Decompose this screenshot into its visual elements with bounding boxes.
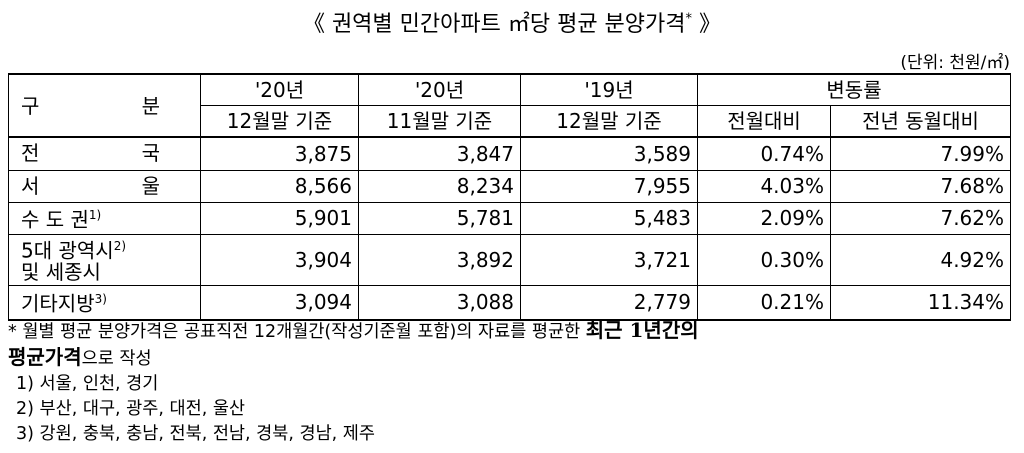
note-items: 1) 서울, 인천, 경기 2) 부산, 대구, 광주, 대전, 울산 3) 강원,… bbox=[8, 372, 1018, 447]
value-cell: 5,483 bbox=[520, 201, 698, 235]
label-text: 수 도 권 bbox=[21, 207, 89, 232]
value-cell: 7.99% bbox=[829, 136, 1012, 171]
value-cell: 3,589 bbox=[520, 136, 698, 171]
note-item: 1) 서울, 인천, 경기 bbox=[16, 374, 159, 394]
value-cell: 5,901 bbox=[200, 201, 359, 235]
data-row: 서 울 8,566 8,234 7,955 4.03% 7.68% bbox=[8, 169, 1012, 203]
value-cell: 3,847 bbox=[358, 136, 521, 171]
note-main: * 월별 평균 분양가격은 공표직전 12개월간(작성기준월 포함)의 자료를 … bbox=[8, 318, 1018, 372]
label-text: 및 세종시 bbox=[21, 259, 101, 284]
row-label: 수 도 권1) bbox=[8, 201, 201, 235]
notes: * 월별 평균 분양가격은 공표직전 12개월간(작성기준월 포함)의 자료를 … bbox=[8, 318, 1018, 447]
title-mark: * bbox=[685, 11, 693, 27]
data-row: 수 도 권1) 5,901 5,781 5,483 2.09% 7.62% bbox=[8, 201, 1012, 235]
value-cell: 4.92% bbox=[829, 233, 1012, 286]
value-cell: 3,904 bbox=[200, 233, 359, 286]
header-row: 12월말 기준 11월말 기준 12월말 기준 전월대비 전년 동월대비 bbox=[8, 105, 1012, 138]
header-cell: '20년 bbox=[200, 73, 359, 106]
header-cell: 11월말 기준 bbox=[358, 105, 521, 138]
value-cell: 0.30% bbox=[697, 233, 831, 286]
note-bold: 최근 1년간의 bbox=[585, 318, 699, 342]
header-cell: 전년 동월대비 bbox=[829, 105, 1012, 138]
data-row: 전 국 3,875 3,847 3,589 0.74% 7.99% bbox=[8, 136, 1012, 171]
value-cell: 3,094 bbox=[200, 284, 359, 321]
value-cell: 5,781 bbox=[358, 201, 521, 235]
note-item: 3) 강원, 충북, 충남, 전북, 전남, 경북, 경남, 제주 bbox=[16, 424, 376, 444]
label-text: 기타지방 bbox=[21, 292, 95, 317]
price-table: 구 분 '20년 '20년 '19년 변동률 12월말 기준 11월말 기준 1… bbox=[8, 73, 1012, 321]
header-cell: 12월말 기준 bbox=[200, 105, 359, 138]
value-cell: 11.34% bbox=[829, 284, 1012, 321]
note-text: 으로 작성 bbox=[81, 349, 152, 369]
header-cell: 전월대비 bbox=[697, 105, 831, 138]
note-bold: 평균가격 bbox=[8, 345, 82, 369]
row-label: 서 울 bbox=[8, 169, 201, 203]
label-note: 3) bbox=[94, 292, 107, 307]
title-end: 》 bbox=[699, 12, 722, 37]
label-note: 2) bbox=[113, 239, 127, 254]
unit: (단위: 천원/㎡) bbox=[900, 53, 1010, 73]
value-cell: 3,892 bbox=[358, 233, 521, 286]
table-body: 전 국 3,875 3,847 3,589 0.74% 7.99% 서 울 8,566 8,23… bbox=[8, 136, 1012, 321]
row-label: 5대 광역시2) 및 세종시 bbox=[8, 233, 201, 286]
header-cell: '19년 bbox=[520, 73, 698, 106]
value-cell: 3,088 bbox=[358, 284, 521, 321]
value-cell: 8,566 bbox=[200, 169, 359, 203]
title-text: 《 권역별 민간아파트 ㎡당 평균 분양가격 bbox=[302, 12, 686, 37]
data-row: 기타지방3) 3,094 3,088 2,779 0.21% 11.34% bbox=[8, 284, 1012, 321]
header-row: 구 분 '20년 '20년 '19년 변동률 bbox=[8, 73, 1012, 138]
title: 《 권역별 민간아파트 ㎡당 평균 분양가격* 》 bbox=[0, 6, 1024, 38]
row-label: 전 국 bbox=[8, 136, 201, 171]
value-cell: 7,955 bbox=[520, 169, 698, 203]
value-cell: 0.21% bbox=[697, 284, 831, 321]
header-cell: 변동률 bbox=[696, 73, 1012, 106]
value-cell: 7.68% bbox=[829, 169, 1012, 203]
value-cell: 2,779 bbox=[520, 284, 698, 321]
value-cell: 7.62% bbox=[829, 201, 1012, 235]
value-cell: 3,721 bbox=[520, 233, 698, 286]
value-cell: 4.03% bbox=[697, 169, 831, 203]
label-note: 1) bbox=[88, 208, 102, 223]
label-text: 서 울 bbox=[21, 173, 160, 198]
note-text: * 월별 평균 분양가격은 공표직전 12개월간(작성기준월 포함)의 자료를 … bbox=[8, 322, 586, 342]
value-cell: 3,875 bbox=[200, 136, 359, 171]
note-item: 2) 부산, 대구, 광주, 대전, 울산 bbox=[16, 399, 246, 419]
label-text: 5대 광역시 bbox=[21, 238, 114, 263]
header-cell: 12월말 기준 bbox=[520, 105, 698, 138]
value-cell: 2.09% bbox=[697, 201, 831, 235]
header-cell: '20년 bbox=[358, 73, 521, 106]
value-cell: 0.74% bbox=[697, 136, 831, 171]
row-label: 기타지방3) bbox=[8, 284, 201, 321]
data-row: 5대 광역시2) 및 세종시 3,904 3,892 3,721 0.30% 4.92% bbox=[8, 233, 1012, 286]
value-cell: 8,234 bbox=[358, 169, 521, 203]
header-cell: 구 분 bbox=[8, 73, 201, 138]
label-text: 전 국 bbox=[21, 141, 160, 166]
